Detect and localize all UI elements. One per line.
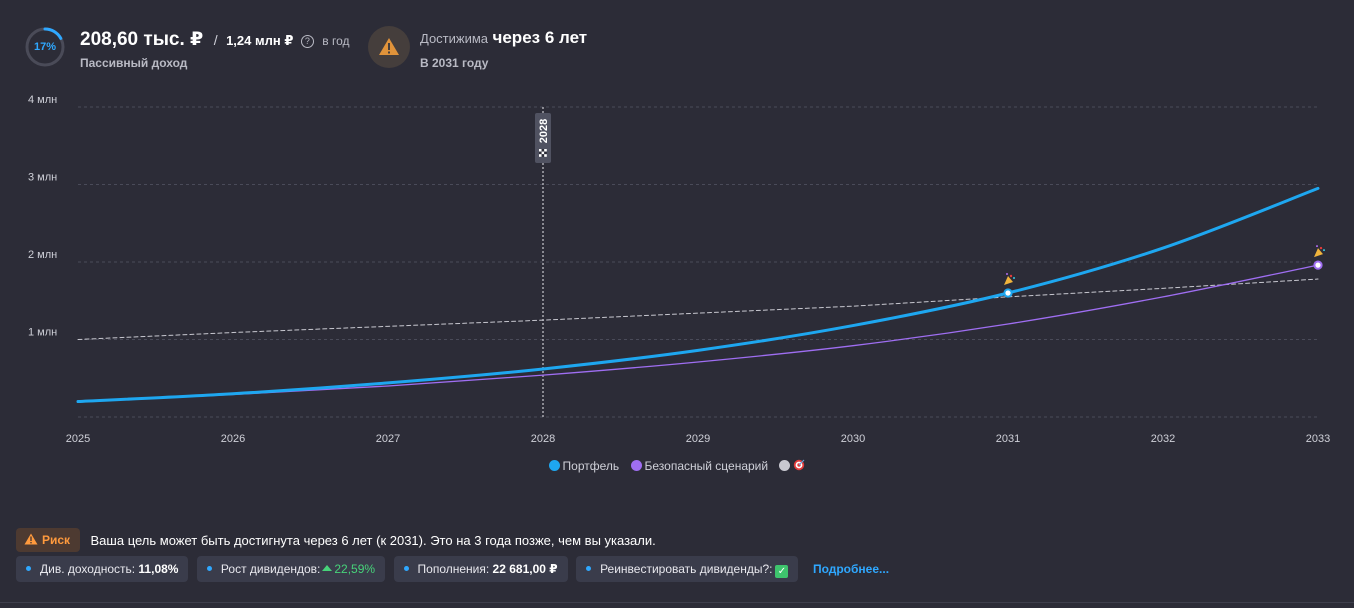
chip-value: 22,59% xyxy=(334,562,376,576)
milestone-point xyxy=(1313,260,1323,270)
x-tick-label: 2033 xyxy=(1306,433,1330,445)
legend-dot-goal xyxy=(779,460,791,471)
flag-square xyxy=(541,151,545,155)
x-tick-label: 2025 xyxy=(66,433,90,445)
warning-badge xyxy=(368,26,410,68)
risk-badge-label: Риск xyxy=(42,533,71,547)
chip-top-ups[interactable]: Пополнения: 22 681,00 ₽ xyxy=(393,556,568,582)
legend-item-portfolio[interactable]: Портфель xyxy=(548,459,620,473)
income-value: 208,60 тыс. ₽ xyxy=(80,29,204,50)
warning-icon xyxy=(379,38,399,55)
legend-dot-safe-scenario xyxy=(630,460,642,471)
y-tick-label: 3 млн xyxy=(28,172,57,184)
y-tick-label: 2 млн xyxy=(28,249,57,261)
series-line-goal xyxy=(77,278,1319,340)
reach-caption: В 2031 году xyxy=(420,56,489,70)
reach-prefix: Достижима xyxy=(420,31,489,46)
help-icon[interactable]: ? xyxy=(300,35,314,48)
legend-dot-portfolio xyxy=(548,460,560,471)
flag-square xyxy=(544,149,547,152)
x-tick-label: 2032 xyxy=(1151,433,1175,445)
flag-square xyxy=(541,154,545,157)
milestone-point xyxy=(1003,288,1013,298)
risk-alert: Риск Ваша цель может быть достигнута чер… xyxy=(16,528,656,552)
chip-bullet xyxy=(586,566,592,571)
y-tick-label: 1 млн xyxy=(28,327,57,339)
risk-badge: Риск xyxy=(16,528,81,552)
flag-square xyxy=(544,154,547,157)
target-icon xyxy=(794,459,805,471)
legend-item-safe-scenario[interactable]: Безопасный сценарий xyxy=(630,459,769,473)
checkered-flag-icon xyxy=(539,149,547,157)
portfolio-growth-chart: 1 млн 2 млн 3 млн 4 млн 2025 2026 2027 2028 2029… xyxy=(28,94,1330,445)
separator-slash: / xyxy=(213,32,218,48)
legend-label-portfolio: Портфель xyxy=(562,459,620,473)
chip-label: Пополнения: xyxy=(417,562,490,576)
flag-square xyxy=(539,151,542,155)
flag-square xyxy=(541,149,545,152)
chip-bullet xyxy=(403,566,409,571)
progress-percent: 17% xyxy=(33,41,57,53)
y-tick-label: 4 млн xyxy=(28,94,57,106)
risk-message: Ваша цель может быть достигнута через 6 … xyxy=(90,532,656,548)
chip-label: Рост дивидендов: xyxy=(220,562,321,576)
chip-bullet xyxy=(26,566,31,571)
x-tick-label: 2031 xyxy=(996,433,1020,445)
chip-dividend-growth[interactable]: Рост дивидендов: 22,59% xyxy=(196,556,386,582)
chip-bullet xyxy=(206,566,212,571)
chip-value: 22 681,00 ₽ xyxy=(492,562,558,576)
year-marker-label: 2028 xyxy=(538,119,550,143)
series-line-safe-scenario xyxy=(77,264,1319,403)
legend-label-safe-scenario: Безопасный сценарий xyxy=(644,459,769,473)
party-popper-icon xyxy=(1004,273,1015,285)
checkbox-checked-icon[interactable]: ✓ xyxy=(775,565,789,578)
chip-value: 11,08% xyxy=(138,562,179,576)
chart-legend: Портфель Безопасный сценарий xyxy=(0,459,1354,473)
x-tick-label: 2027 xyxy=(376,433,400,445)
series-line-portfolio xyxy=(76,186,1320,403)
chip-reinvest-dividends[interactable]: Реинвестировать дивиденды?: ✓ xyxy=(576,556,799,582)
summary-header: 17% 208,60 тыс. ₽ / 1,24 млн ₽ ? в год П… xyxy=(0,0,1354,90)
progress-ring xyxy=(25,27,65,67)
arrow-up-icon xyxy=(322,565,333,571)
x-tick-label: 2030 xyxy=(841,433,865,445)
x-tick-label: 2028 xyxy=(531,433,555,445)
chip-label: Реинвестировать дивиденды?: xyxy=(600,562,773,576)
income-caption: Пассивный доход xyxy=(80,56,188,70)
more-details-link[interactable]: Подробнее... xyxy=(812,562,890,576)
party-popper-icon xyxy=(1314,245,1325,258)
passive-income-stat: 208,60 тыс. ₽ / 1,24 млн ₽ ? в год xyxy=(80,28,350,51)
chip-dividend-yield[interactable]: Див. доходность: 11,08% xyxy=(16,556,189,582)
reachability-stat: Достижима через 6 лет xyxy=(420,28,587,48)
flag-square xyxy=(539,149,542,152)
legend-item-goal[interactable] xyxy=(779,459,805,473)
warning-icon xyxy=(24,533,38,545)
parameter-chips: Див. доходность: 11,08% Рост дивидендов:… xyxy=(16,556,889,582)
flag-square xyxy=(539,154,542,157)
reach-value: через 6 лет xyxy=(492,28,588,47)
flag-square xyxy=(544,151,547,155)
chip-label: Див. доходность: xyxy=(40,562,136,576)
income-period: в год xyxy=(322,34,350,48)
income-goal: 1,24 млн ₽ xyxy=(226,33,294,48)
x-tick-label: 2029 xyxy=(686,433,710,445)
bottom-divider xyxy=(0,602,1354,603)
x-tick-label: 2026 xyxy=(221,433,245,445)
